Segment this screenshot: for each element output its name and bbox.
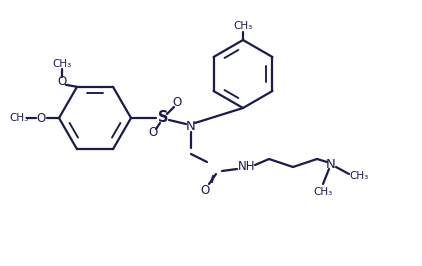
Text: N: N (326, 157, 336, 171)
Text: CH₃: CH₃ (349, 171, 369, 181)
Text: CH₃: CH₃ (9, 113, 29, 123)
Text: N: N (186, 119, 196, 132)
Text: O: O (172, 97, 181, 110)
Text: CH₃: CH₃ (314, 187, 333, 197)
Text: O: O (36, 111, 46, 124)
Text: S: S (158, 110, 168, 126)
Text: O: O (200, 184, 210, 197)
Text: NH: NH (238, 160, 256, 173)
Text: O: O (57, 75, 67, 88)
Text: CH₃: CH₃ (52, 59, 72, 69)
Text: O: O (149, 127, 158, 139)
Text: CH₃: CH₃ (233, 21, 253, 31)
